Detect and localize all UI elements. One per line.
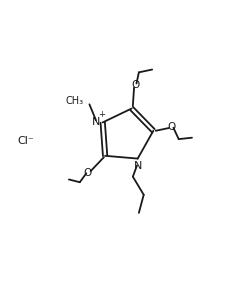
Text: O: O [131,80,139,90]
Text: CH₃: CH₃ [65,96,83,106]
Text: O: O [84,168,92,178]
Text: N: N [134,160,142,171]
Text: N: N [92,117,100,127]
Text: Cl⁻: Cl⁻ [17,135,34,146]
Text: +: + [98,110,105,119]
Text: O: O [168,122,176,132]
